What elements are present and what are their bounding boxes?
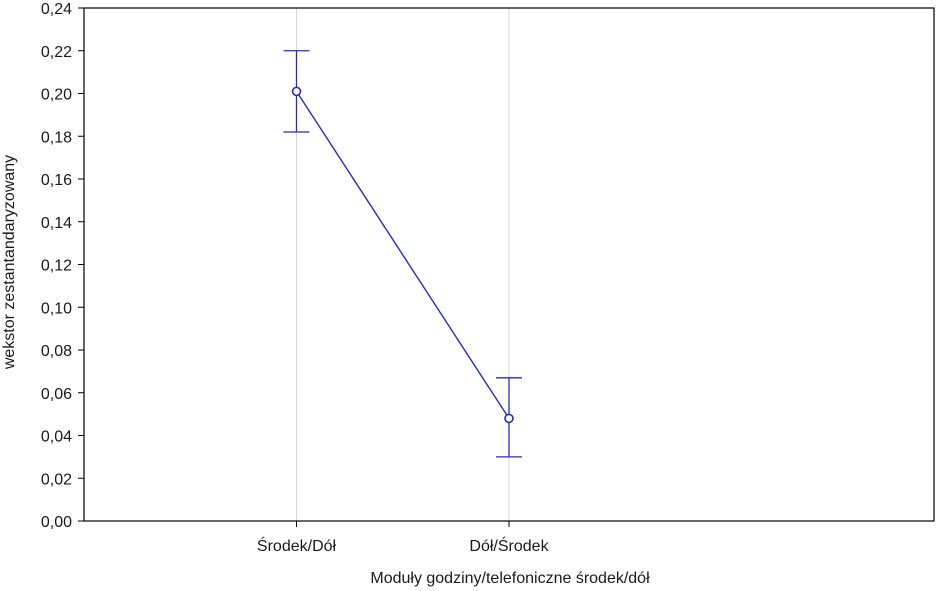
grid: [296, 8, 510, 521]
x-axis-ticks: Środek/Dół Dół/Środek: [257, 521, 550, 555]
series-line: [295, 90, 510, 419]
y-tick-label: 0,20: [41, 87, 72, 104]
y-tick-label: 0,22: [41, 44, 72, 61]
y-axis-title: wekstor zestantandaryzowany: [1, 155, 18, 370]
y-tick-label: 0,06: [41, 386, 72, 403]
y-axis-ticks: 0,00 0,02 0,04 0,06 0,08 0,10 0,12 0,14 0,16 0,18…: [41, 1, 84, 531]
x-axis-title: Moduły godziny/telefoniczne środek/dół: [370, 570, 650, 587]
series: [291, 86, 514, 424]
y-tick-label: 0,18: [41, 129, 72, 146]
data-point: [504, 413, 514, 424]
x-tick-label: Dół/Środek: [469, 536, 549, 555]
y-tick-label: 0,10: [41, 300, 72, 317]
y-tick-label: 0,08: [41, 343, 72, 360]
y-tick-label: 0,00: [41, 514, 72, 531]
y-tick-label: 0,14: [41, 215, 72, 232]
y-tick-label: 0,16: [41, 172, 72, 189]
y-tick-label: 0,12: [41, 258, 72, 275]
x-tick-label: Środek/Dół: [257, 536, 337, 555]
data-point: [291, 86, 302, 97]
y-tick-label: 0,02: [41, 471, 72, 488]
y-tick-label: 0,24: [41, 1, 72, 18]
y-tick-label: 0,04: [41, 429, 72, 446]
